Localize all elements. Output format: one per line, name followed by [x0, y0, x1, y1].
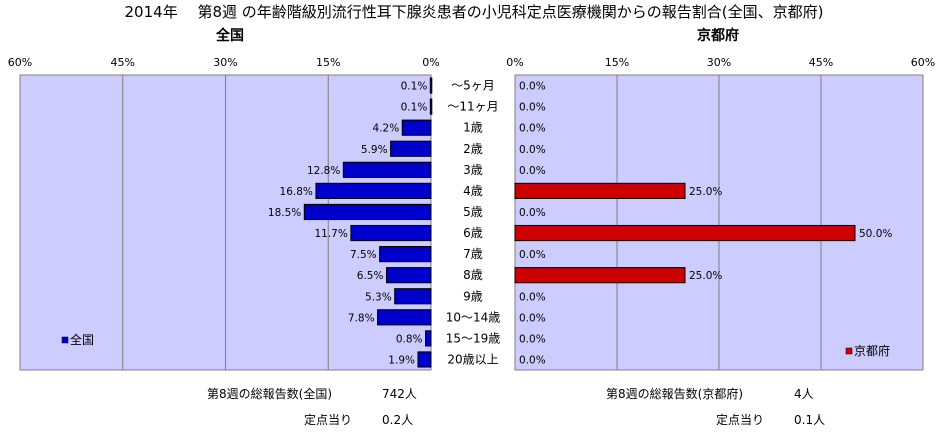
national-data-label: 11.7%: [314, 228, 347, 240]
kyoto-data-label: 0.0%: [519, 123, 546, 135]
national-per-value: 0.2人: [382, 413, 413, 427]
kyoto-tick-label: 45%: [809, 56, 833, 69]
category-label: 6歳: [463, 226, 483, 240]
national-bar: [429, 77, 433, 94]
national-bar: [379, 246, 432, 263]
national-total-label: 第8週の総報告数(全国): [207, 386, 332, 401]
kyoto-data-label: 0.0%: [519, 291, 546, 303]
kyoto-data-label: 0.0%: [519, 249, 546, 261]
national-data-label: 7.8%: [348, 312, 375, 324]
kyoto-legend: 京都府: [845, 343, 890, 358]
kyoto-tick-label: 15%: [605, 56, 629, 69]
kyoto-data-label: 0.0%: [519, 312, 546, 324]
national-legend-label: 全国: [70, 332, 94, 347]
kyoto-per-value: 0.1人: [794, 413, 825, 427]
kyoto-tick-label: 60%: [911, 56, 935, 69]
national-bar: [315, 182, 432, 199]
national-bar: [377, 309, 432, 326]
national-data-label: 0.1%: [401, 81, 428, 93]
national-bar: [385, 267, 432, 284]
chart-title: 2014年 第8週 の年齢階級別流行性耳下腺炎患者の小児科定点医療機関からの報告…: [125, 3, 824, 21]
national-data-label: 7.5%: [350, 249, 377, 261]
category-label: ～11ヶ月: [447, 100, 498, 114]
national-bar: [350, 224, 432, 242]
kyoto-bar: [514, 182, 686, 199]
national-bar: [303, 203, 432, 221]
national-data-label: 5.3%: [365, 291, 392, 303]
national-data-label: 1.9%: [388, 354, 415, 366]
national-tick-label: 15%: [316, 56, 340, 69]
national-legend-swatch: [61, 336, 69, 344]
national-data-label: 0.8%: [396, 333, 423, 345]
kyoto-data-label: 25.0%: [689, 270, 722, 282]
kyoto-tick-label: 30%: [707, 56, 731, 69]
kyoto-data-label: 0.0%: [519, 354, 546, 366]
national-data-label: 0.1%: [401, 102, 428, 114]
national-data-label: 18.5%: [268, 207, 301, 219]
national-data-label: 6.5%: [357, 270, 384, 282]
category-label: 8歳: [463, 268, 483, 282]
national-bar: [425, 330, 432, 347]
national-data-label: 12.8%: [307, 165, 340, 177]
kyoto-per-label: 定点当り: [716, 412, 764, 427]
category-label: 4歳: [463, 184, 483, 198]
national-bar: [417, 351, 432, 368]
category-label: 20歳以上: [447, 352, 498, 366]
national-tick-label: 60%: [8, 56, 32, 69]
category-label: 7歳: [463, 247, 483, 261]
national-bar: [342, 161, 432, 178]
national-bar: [429, 98, 433, 115]
national-legend: 全国: [61, 332, 94, 347]
kyoto-data-label: 0.0%: [519, 333, 546, 345]
kyoto-data-label: 50.0%: [859, 228, 892, 240]
national-panel-title: 全国: [215, 27, 244, 44]
kyoto-legend-swatch: [845, 347, 853, 355]
category-label: 10～14歳: [446, 310, 501, 324]
national-data-label: 4.2%: [373, 123, 400, 135]
category-label: 2歳: [463, 142, 483, 156]
kyoto-bar: [514, 267, 686, 284]
kyoto-data-label: 25.0%: [689, 186, 722, 198]
national-bar: [390, 140, 432, 157]
national-tick-label: 45%: [111, 56, 135, 69]
kyoto-panel-title: 京都府: [697, 27, 739, 44]
national-tick-label: 0%: [422, 56, 439, 69]
category-label: ～5ヶ月: [451, 79, 495, 93]
category-label: 1歳: [463, 121, 483, 135]
category-label: 3歳: [463, 163, 483, 177]
kyoto-total-value: 4人: [794, 387, 814, 401]
national-data-label: 16.8%: [280, 186, 313, 198]
national-per-label: 定点当り: [304, 412, 352, 427]
category-label: 5歳: [463, 205, 483, 219]
kyoto-data-label: 0.0%: [519, 102, 546, 114]
national-total-value: 742人: [382, 387, 417, 401]
national-bar: [394, 288, 432, 305]
kyoto-data-label: 0.0%: [519, 165, 546, 177]
kyoto-total-label: 第8週の総報告数(京都府): [606, 386, 743, 401]
national-tick-label: 30%: [213, 56, 237, 69]
kyoto-bar: [514, 224, 856, 242]
category-label: 9歳: [463, 289, 483, 303]
national-bar: [401, 119, 432, 136]
kyoto-tick-label: 0%: [506, 56, 523, 69]
kyoto-legend-label: 京都府: [854, 343, 890, 358]
kyoto-data-label: 0.0%: [519, 207, 546, 219]
category-label: 15～19歳: [446, 331, 501, 345]
kyoto-data-label: 0.0%: [519, 144, 546, 156]
kyoto-data-label: 0.0%: [519, 81, 546, 93]
national-data-label: 5.9%: [361, 144, 388, 156]
